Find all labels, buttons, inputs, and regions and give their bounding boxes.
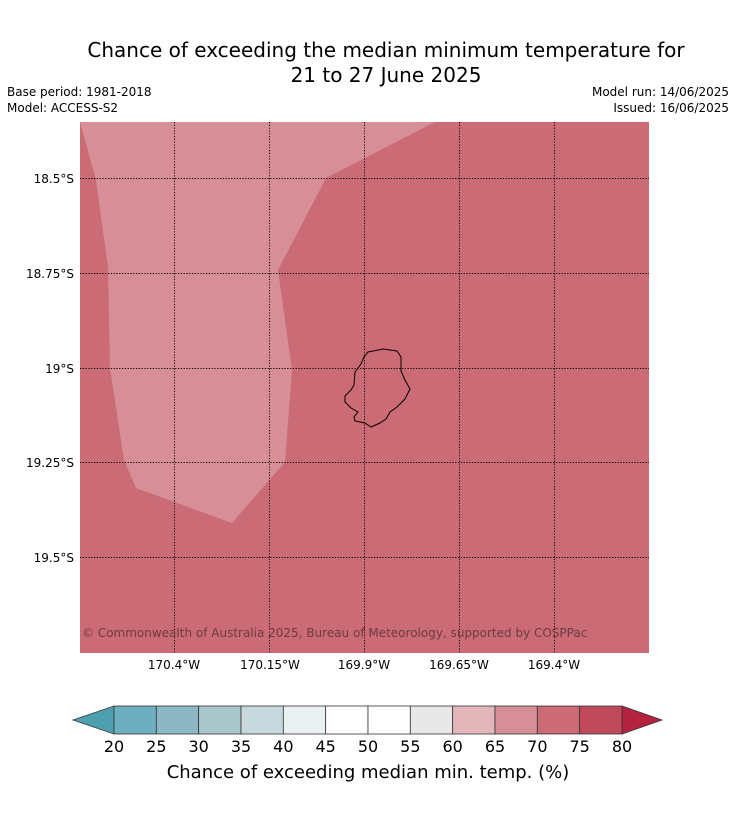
colorbar-tick-label: 65 (485, 737, 505, 756)
meta-left: Base period: 1981-2018 Model: ACCESS-S2 (7, 84, 152, 116)
lat-tick-label: 18.75°S (26, 267, 74, 281)
colorbar-bin (155, 705, 200, 735)
lon-tick-label: 169.9°W (338, 658, 390, 672)
model-text: Model: ACCESS-S2 (7, 101, 119, 115)
colorbar-bin (494, 705, 538, 735)
model-run-text: Model run: 14/06/2025 (591, 85, 729, 99)
colorbar-bin (282, 705, 327, 735)
lat-tick-label: 19°S (45, 362, 74, 376)
colorbar-tick-label: 30 (188, 737, 208, 756)
colorbar-bin (198, 705, 242, 735)
graticule (80, 122, 649, 653)
colorbar-tick-label: 55 (400, 737, 420, 756)
lon-tick-label: 170.15°W (240, 658, 300, 672)
copyright-text: © Commonwealth of Australia 2025, Bureau… (82, 626, 587, 640)
lat-tick-label: 18.5°S (34, 172, 74, 186)
lat-tick-label: 19.5°S (34, 551, 74, 565)
colorbar-tick-label: 50 (358, 737, 378, 756)
colorbar-bin (240, 705, 284, 735)
meta-right: Model run: 14/06/2025 Issued: 16/06/2025 (592, 84, 729, 116)
lat-tick-label: 19.25°S (26, 456, 74, 470)
title-line-1: Chance of exceeding the median minimum t… (87, 38, 685, 62)
colorbar-bin (409, 705, 454, 735)
lon-tick-label: 169.4°W (528, 658, 580, 672)
island-coastline (344, 348, 411, 428)
colorbar-under-arrow (71, 705, 115, 735)
issued-text: Issued: 16/06/2025 (613, 101, 729, 115)
region-65-70 (80, 122, 435, 523)
colorbar-tick-label: 40 (273, 737, 293, 756)
colorbar-over-arrow (621, 705, 664, 735)
colorbar-bin (113, 705, 157, 735)
colorbar-tick-label: 35 (231, 737, 251, 756)
colorbar-tick-label: 45 (315, 737, 335, 756)
base-period-text: Base period: 1981-2018 (7, 85, 152, 99)
colorbar-label: Chance of exceeding median min. temp. (%… (167, 762, 570, 783)
lat-tick-labels: 18.5°S 18.75°S 19°S 19.25°S 19.5°S (26, 172, 74, 565)
chart-title: Chance of exceeding the median minimum t… (0, 38, 736, 88)
lon-tick-labels: 170.4°W 170.15°W 169.9°W 169.65°W 169.4°… (148, 658, 580, 672)
colorbar-bin (536, 705, 581, 735)
colorbar-tick-label: 70 (527, 737, 547, 756)
colorbar-bin (452, 705, 496, 735)
colorbar-bin (367, 705, 411, 735)
colorbar-tick-label: 80 (612, 737, 632, 756)
colorbar-tick-label: 25 (146, 737, 166, 756)
colorbar-tick-label: 20 (104, 737, 124, 756)
colorbar-bin (325, 705, 369, 735)
title-line-2: 21 to 27 June 2025 (290, 63, 482, 87)
colorbar: 20 25 30 35 40 45 50 55 60 65 70 75 80 Chance of exc… (71, 705, 664, 783)
colorbar-tick-label: 60 (442, 737, 462, 756)
colorbar-bin (579, 705, 623, 735)
lon-tick-label: 169.65°W (429, 658, 489, 672)
colorbar-tick-label: 75 (569, 737, 589, 756)
lon-tick-label: 170.4°W (148, 658, 200, 672)
map-panel: © Commonwealth of Australia 2025, Bureau… (80, 122, 649, 653)
